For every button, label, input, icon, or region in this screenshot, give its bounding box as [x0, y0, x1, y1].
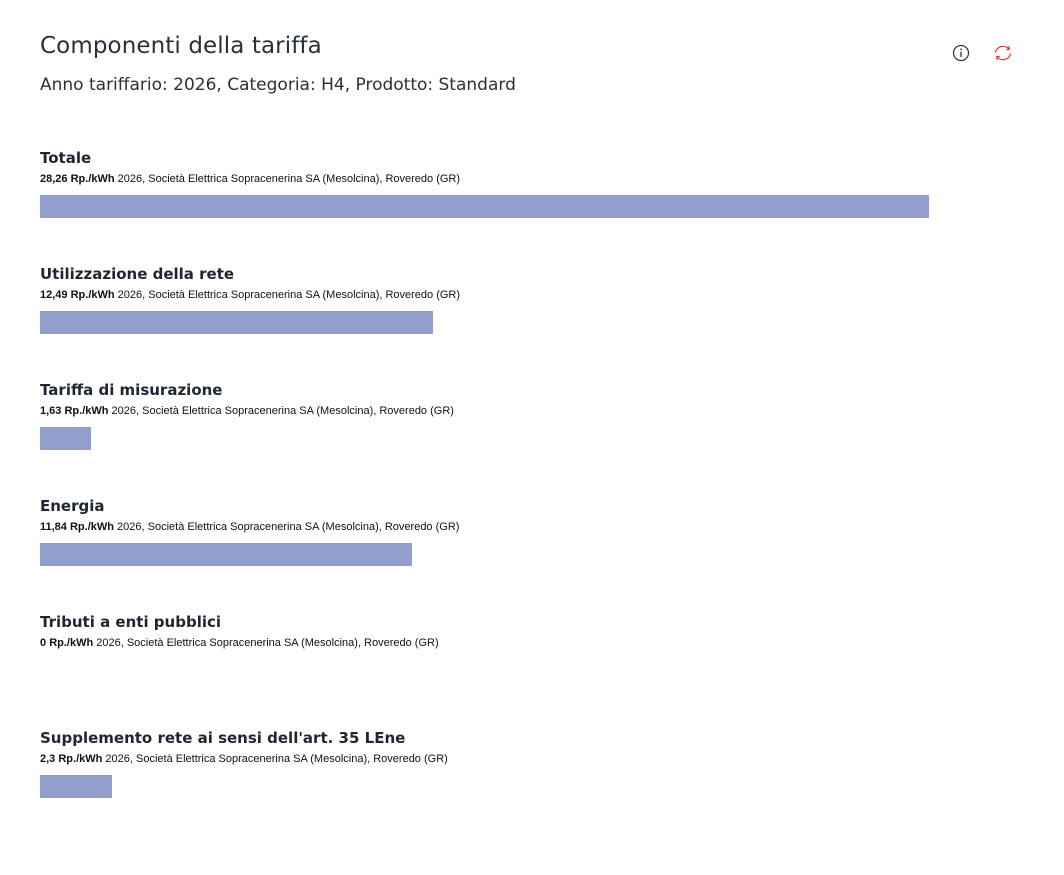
component-detail: 1,63 Rp./kWh 2026, Società Elettrica Sop… — [40, 402, 1020, 420]
component-detail: 2,3 Rp./kWh 2026, Società Elettrica Sopr… — [40, 750, 1020, 768]
bar-track — [40, 659, 929, 682]
component-value-label: 28,26 — [40, 173, 68, 185]
header-actions — [950, 42, 1014, 64]
component-name: Utilizzazione della rete — [40, 265, 235, 283]
refresh-icon[interactable] — [992, 42, 1014, 64]
component-unit: Rp./kWh — [49, 637, 94, 649]
component-row: Utilizzazione della rete 12,49 Rp./kWh 20… — [40, 262, 1020, 378]
component-name: Energia — [40, 497, 105, 515]
component-value-label: 11,84 — [40, 521, 67, 533]
component-value-label: 12,49 — [40, 289, 68, 301]
component-unit: Rp./kWh — [70, 289, 115, 301]
component-unit: Rp./kWh — [58, 753, 103, 765]
component-unit: Rp./kWh — [69, 521, 114, 533]
bar-track — [40, 775, 929, 798]
component-detail: 28,26 Rp./kWh 2026, Società Elettrica So… — [40, 170, 1020, 188]
value-bar — [40, 543, 413, 566]
tariff-components-chart: Totale 28,26 Rp./kWh 2026, Società Elettr… — [40, 146, 1020, 842]
component-row: Supplemento rete ai sensi dell'art. 35 L… — [40, 726, 1020, 842]
component-row: Tariffa di misurazione 1,63 Rp./kWh 2026,… — [40, 378, 1020, 494]
info-icon[interactable] — [950, 42, 972, 64]
page-title: Componenti della tariffa — [40, 33, 322, 59]
component-description: 2026, Società Elettrica Sopracenerina SA… — [117, 173, 461, 185]
component-name: Totale — [40, 149, 92, 167]
component-description: 2026, Società Elettrica Sopracenerina SA… — [117, 289, 461, 301]
value-bar — [40, 195, 929, 218]
component-name: Supplemento rete ai sensi dell'art. 35 L… — [40, 729, 406, 747]
component-value-label: 0 — [40, 637, 47, 649]
component-unit: Rp./kWh — [64, 405, 109, 417]
component-row: Tributi a enti pubblici 0 Rp./kWh 2026, S… — [40, 610, 1020, 726]
component-detail: 11,84 Rp./kWh 2026, Società Elettrica So… — [40, 518, 1020, 536]
bar-track — [40, 195, 929, 218]
component-name: Tributi a enti pubblici — [40, 613, 222, 631]
component-description: 2026, Società Elettrica Sopracenerina SA… — [105, 753, 448, 765]
bar-track — [40, 543, 929, 566]
component-row: Energia 11,84 Rp./kWh 2026, Società Elett… — [40, 494, 1020, 610]
component-detail: 12,49 Rp./kWh 2026, Società Elettrica So… — [40, 286, 1020, 304]
page-subtitle: Anno tariffario: 2026, Categoria: H4, Pr… — [40, 75, 516, 95]
component-detail: 0 Rp./kWh 2026, Società Elettrica Soprac… — [40, 634, 1020, 652]
component-value-label: 2,3 — [40, 753, 56, 765]
bar-track — [40, 311, 929, 334]
value-bar — [40, 427, 92, 450]
component-row: Totale 28,26 Rp./kWh 2026, Società Elettr… — [40, 146, 1020, 262]
component-unit: Rp./kWh — [70, 173, 115, 185]
component-description: 2026, Società Elettrica Sopracenerina SA… — [117, 521, 460, 533]
bar-track — [40, 427, 929, 450]
value-bar — [40, 311, 433, 334]
component-value-label: 1,63 — [40, 405, 62, 417]
component-name: Tariffa di misurazione — [40, 381, 223, 399]
component-description: 2026, Società Elettrica Sopracenerina SA… — [96, 637, 439, 649]
component-description: 2026, Società Elettrica Sopracenerina SA… — [111, 405, 454, 417]
value-bar — [40, 775, 113, 798]
